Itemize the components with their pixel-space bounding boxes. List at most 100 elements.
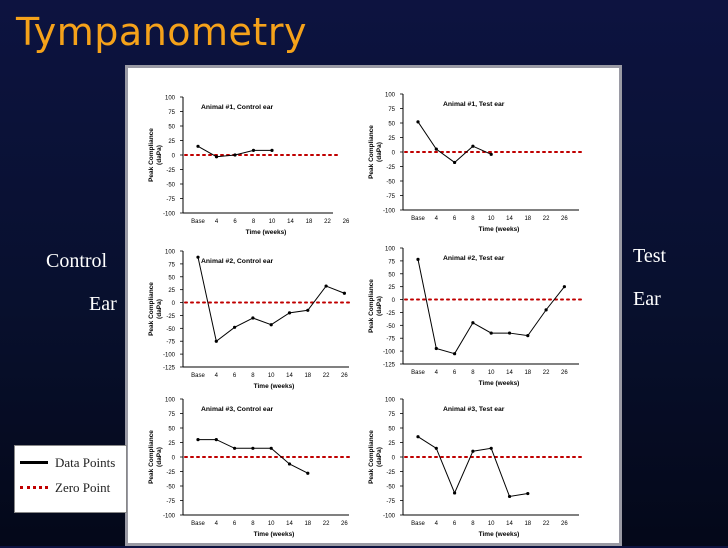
chart-5-data-point [251,446,255,450]
chart-1-data-point [251,148,256,152]
chart-4-y-tick-label: -100 [383,350,396,356]
chart-3-y-label: Peak Compliance [148,282,155,336]
chart-3-data-point [233,325,237,329]
chart-5-x-tick-label: 22 [323,521,330,527]
chart-1-x-tick-label: 22 [324,219,331,225]
chart-1-x-tick-label: 26 [343,219,350,225]
chart-4-y-label: Peak Compliance [368,279,375,333]
chart-1-title: Animal #1, Control ear [201,104,273,111]
chart-3-x-tick-label: 4 [215,373,219,379]
chart-5-x-tick-label: Base [191,521,205,527]
chart-3-data-point [269,323,273,327]
chart-5-y-tick-label: -100 [163,514,176,520]
chart-5-y-tick-label: -25 [166,470,175,476]
chart-4-x-tick-label: Base [411,370,425,376]
chart-6-series-line [417,436,528,497]
chart-1-y-tick-label: -50 [166,183,175,189]
chart-6-x-tick-label: 14 [506,521,513,527]
test-ear-label: Ear [633,288,661,310]
chart-5-y-tick-label: 100 [165,398,176,404]
chart-2-y-label: Peak Compliance [368,125,375,179]
chart-2-y-tick-label: 0 [392,151,396,157]
chart-1-data-point [270,148,274,152]
chart-4-x-tick-label: 6 [453,370,457,376]
chart-4-data-point [526,334,530,338]
chart-6-y-tick-label: -100 [383,514,396,520]
chart-5-data-point [287,462,292,466]
chart-5-y-label: Peak Compliance [148,430,155,484]
chart-1-x-tick-label: 14 [287,219,294,225]
chart-4-x-tick-label: 4 [435,370,439,376]
chart-3-y-tick-label: -125 [163,366,176,372]
chart-5-x-tick-label: 10 [268,521,275,527]
chart-6-y-tick-label: -25 [386,470,395,476]
chart-1-x-tick-label: 4 [215,219,219,225]
chart-2-x-label: Time (weeks) [479,226,520,233]
chart-3-data-point [214,339,218,343]
chart-1-y-tick-label: 100 [165,96,176,102]
chart-4-y-tick-label: -75 [386,337,395,343]
chart-2-series-line [417,121,492,164]
chart-6-data-point [489,446,493,450]
chart-4-y-tick-label: 25 [388,285,395,291]
chart-3-data-point [196,255,200,259]
chart-3-y-tick-label: -100 [163,353,176,359]
chart-6-y-tick-label: 50 [388,427,395,433]
chart-6-data-point [471,449,475,453]
chart-5-x-tick-label: 26 [341,521,348,527]
legend: Data Points Zero Point [14,445,127,513]
chart-2-data-point [416,120,420,124]
chart-5-data-point [306,471,310,475]
chart-5-x-tick-label: 14 [286,521,293,527]
chart-5-y-tick-label: 0 [172,456,176,462]
chart-1-y-tick-label: 0 [172,154,176,160]
chart-1-y-tick-label: 25 [168,139,175,145]
legend-data-points-label: Data Points [55,455,116,470]
chart-3-data-point [306,308,310,312]
chart-1-y-label-units: (daPa) [156,145,163,165]
chart-1-x-tick-label: 18 [306,219,313,225]
chart-6-data-point [453,491,457,495]
chart-4-y-tick-label: 0 [392,298,396,304]
chart-5-y-tick-label: -75 [166,499,175,505]
chart-4-x-tick-label: 22 [543,370,550,376]
chart-4-x-tick-label: 8 [471,370,475,376]
legend-zero-point-label: Zero Point [55,480,111,495]
chart-3-y-tick-label: -50 [166,327,175,333]
chart-3-y-tick-label: -25 [166,314,175,320]
chart-1-data-point [214,155,219,159]
chart-3-y-label-units: (daPa) [156,299,163,319]
chart-5-title: Animal #3, Control ear [201,406,273,413]
chart-5-y-tick-label: -50 [166,485,175,491]
chart-4-y-tick-label: 100 [385,247,396,253]
chart-3-x-label: Time (weeks) [254,383,295,390]
chart-1-y-tick-label: -75 [166,197,175,203]
chart-2-data-point [434,147,438,151]
chart-2-y-tick-label: 25 [388,136,395,142]
chart-5-x-tick-label: 6 [233,521,237,527]
chart-4-data-point [562,285,566,289]
chart-4-data-point [507,331,512,335]
chart-5-data-point [269,446,273,450]
chart-4-y-tick-label: 50 [388,272,395,278]
chart-2-data-point [489,152,493,156]
chart-6-data-point [507,494,512,499]
chart-1-y-tick-label: 50 [168,125,175,131]
chart-1-x-label: Time (weeks) [246,229,287,236]
legend-dotted-line [20,486,48,489]
chart-2-x-tick-label: 4 [435,216,439,222]
chart-6-y-tick-label: 75 [388,412,395,418]
chart-4-data-point [416,257,420,261]
chart-5-y-tick-label: 50 [168,427,175,433]
chart-2-y-tick-label: -25 [386,165,395,171]
page-title: Tympanometry [16,10,307,54]
legend-solid-line [20,461,48,464]
chart-1-y-tick-label: 75 [168,110,175,116]
control-label: Control [46,250,108,272]
chart-1-y-label: Peak Compliance [148,128,155,182]
chart-6-x-label: Time (weeks) [479,531,520,538]
chart-5-data-point [214,438,218,442]
chart-2-y-tick-label: -100 [383,209,396,215]
chart-2-x-tick-label: 26 [561,216,568,222]
chart-5-x-tick-label: 18 [304,521,311,527]
